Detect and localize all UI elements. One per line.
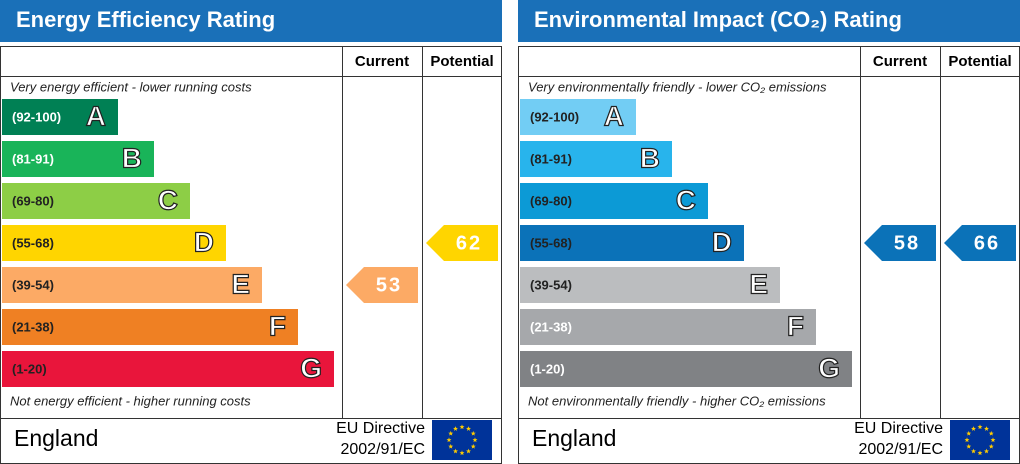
band-letter: F — [787, 310, 804, 341]
panel-title: Energy Efficiency Rating — [16, 7, 275, 32]
eu-star — [977, 450, 983, 456]
band-range: (39-54) — [530, 277, 572, 292]
eu-star — [453, 448, 458, 454]
rating-band — [520, 351, 852, 387]
band-range: (92-100) — [530, 109, 579, 124]
band-range: (81-91) — [12, 151, 54, 166]
potential-value: 62 — [456, 232, 482, 254]
rating-band — [2, 309, 298, 345]
eu-star — [470, 430, 476, 436]
eu-star — [448, 443, 454, 449]
band-range: (55-68) — [12, 235, 54, 250]
eu-star — [988, 443, 994, 449]
band-range: (21-38) — [12, 319, 54, 334]
potential-arrow — [944, 225, 1016, 261]
band-range: (1-20) — [12, 361, 47, 376]
band-letter: E — [749, 268, 768, 299]
current-arrow — [346, 267, 418, 303]
eu-star — [977, 424, 983, 430]
eu-star — [446, 437, 452, 443]
current-value: 53 — [376, 274, 402, 296]
band-range: (81-91) — [530, 151, 572, 166]
potential-arrow — [426, 225, 498, 261]
band-letter: F — [269, 310, 286, 341]
country: England — [532, 425, 616, 451]
rating-band — [520, 309, 816, 345]
rating-band — [2, 225, 226, 261]
potential-value: 66 — [974, 232, 1000, 254]
current-header: Current — [355, 53, 409, 70]
band-letter: D — [712, 226, 732, 257]
band-range: (39-54) — [12, 277, 54, 292]
current-value: 58 — [894, 232, 920, 254]
rating-band — [520, 183, 708, 219]
eu-star — [971, 448, 976, 454]
eu-star — [459, 450, 465, 456]
eu-star — [966, 443, 972, 449]
directive-line2: 2002/91/EC — [858, 441, 943, 458]
eu-star — [988, 430, 994, 436]
eu-star — [984, 448, 989, 454]
rating-band — [2, 99, 118, 135]
eu-star — [466, 448, 471, 454]
eu-star — [448, 430, 454, 436]
potential-header: Potential — [430, 53, 493, 70]
title-bar — [0, 0, 502, 42]
band-letter: E — [231, 268, 250, 299]
current-arrow — [864, 225, 936, 261]
panel-title: Environmental Impact (CO₂) Rating — [534, 7, 902, 32]
band-range: (92-100) — [12, 109, 61, 124]
eu-star — [971, 426, 976, 431]
rating-band — [520, 141, 672, 177]
band-letter: A — [86, 100, 106, 131]
band-range: (69-80) — [530, 193, 572, 208]
title-bar — [518, 0, 1020, 42]
eu-star — [472, 437, 478, 443]
rating-band — [520, 267, 780, 303]
band-letter: C — [158, 184, 178, 215]
band-range: (55-68) — [530, 235, 572, 250]
current-header: Current — [873, 53, 927, 70]
bottom-note: Not environmentally friendly - higher CO… — [528, 393, 826, 408]
eu-star — [470, 443, 476, 449]
band-range: (1-20) — [530, 361, 565, 376]
eu-star — [964, 437, 970, 443]
band-range: (21-38) — [530, 319, 572, 334]
potential-header: Potential — [948, 53, 1011, 70]
bottom-note: Not energy efficient - higher running co… — [10, 393, 251, 408]
eu-star — [990, 437, 996, 443]
rating-band — [2, 351, 334, 387]
rating-band — [520, 225, 744, 261]
band-letter: B — [122, 142, 142, 173]
top-note: Very environmentally friendly - lower CO… — [528, 79, 827, 94]
directive-line2: 2002/91/EC — [340, 441, 425, 458]
eu-star — [459, 424, 465, 430]
band-letter: G — [300, 352, 322, 383]
country: England — [14, 425, 98, 451]
eu-star — [966, 430, 972, 436]
rating-panel: Environmental Impact (CO₂) Rating Current… — [518, 0, 1020, 464]
directive-line1: EU Directive — [336, 420, 425, 437]
band-letter: B — [640, 142, 660, 173]
eu-star — [466, 426, 471, 431]
rating-band — [2, 267, 262, 303]
band-letter: C — [676, 184, 696, 215]
band-letter: G — [818, 352, 840, 383]
eu-star — [453, 426, 458, 431]
directive-line1: EU Directive — [854, 420, 943, 437]
rating-panel: Energy Efficiency Rating Current Potential… — [0, 0, 502, 464]
eu-star — [984, 426, 989, 431]
band-letter: D — [194, 226, 214, 257]
rating-band — [2, 141, 154, 177]
top-note: Very energy efficient - lower running co… — [10, 79, 252, 94]
rating-band — [2, 183, 190, 219]
band-range: (69-80) — [12, 193, 54, 208]
band-letter: A — [604, 100, 624, 131]
rating-band — [520, 99, 636, 135]
